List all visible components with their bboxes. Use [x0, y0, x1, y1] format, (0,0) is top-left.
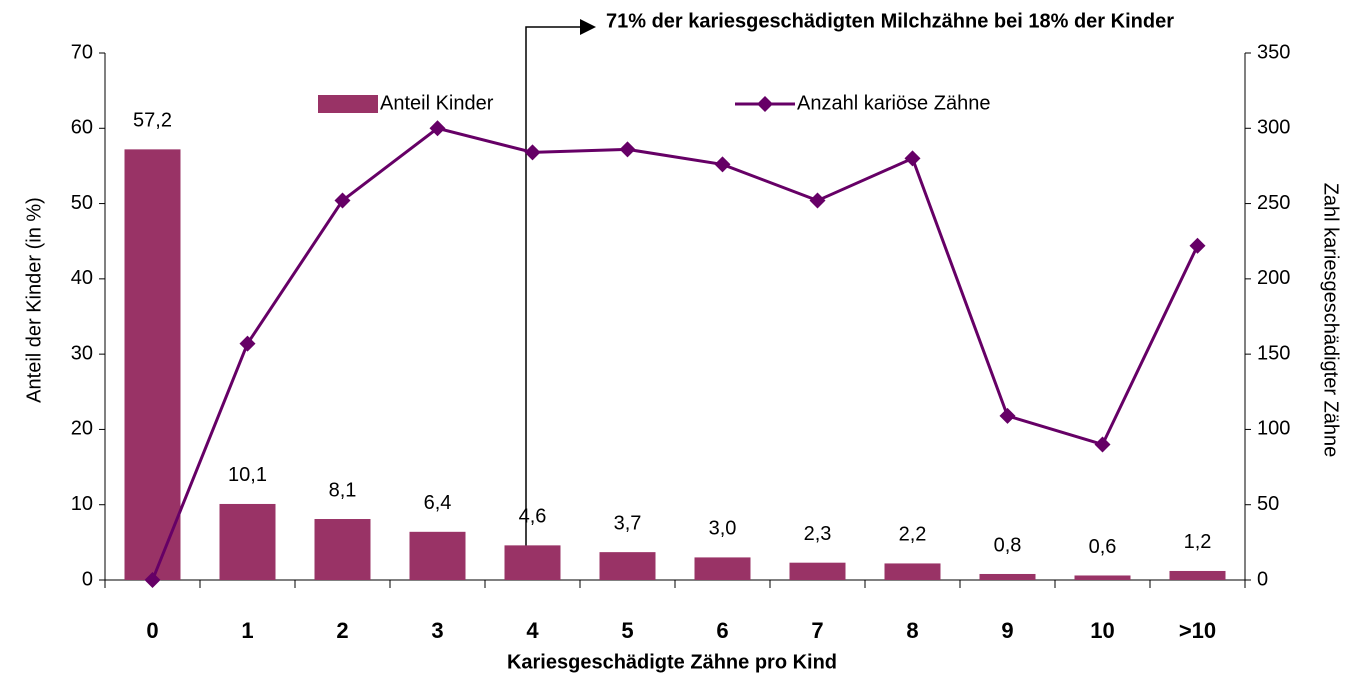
y-axis-title: Anteil der Kinder (in %): [23, 197, 45, 403]
x-tick-label: 10: [1090, 618, 1114, 643]
y-tick-label: 0: [82, 568, 93, 590]
bar: [884, 563, 941, 580]
value-label: 8,1: [329, 479, 357, 501]
y-tick-label: 20: [71, 418, 93, 440]
y2-tick-label: 350: [1257, 41, 1290, 63]
y-tick-label: 50: [71, 192, 93, 214]
marker: [1189, 237, 1206, 254]
marker: [524, 144, 541, 161]
bar: [979, 573, 1036, 580]
y2-tick-label: 300: [1257, 117, 1290, 139]
marker: [619, 141, 636, 158]
value-label: 0,6: [1089, 536, 1117, 558]
y-tick-label: 60: [71, 117, 93, 139]
y2-tick-label: 200: [1257, 267, 1290, 289]
bar: [789, 562, 846, 580]
line: [151, 126, 1199, 581]
value-label: 0,8: [994, 534, 1022, 556]
y2-tick-label: 250: [1257, 192, 1290, 214]
marker: [334, 192, 351, 209]
annotation-arrow: [525, 26, 590, 580]
bar: [599, 552, 656, 580]
value-label: 2,2: [899, 524, 927, 546]
x-tick-label: 0: [146, 618, 158, 643]
bar: [504, 545, 561, 580]
marker: [239, 335, 256, 352]
x-tick-label: 1: [241, 618, 253, 643]
marker: [144, 572, 161, 588]
y-tick-label: 10: [71, 493, 93, 515]
y-tick-label: 70: [71, 41, 93, 63]
y2-axis-title: Zahl kariesgeschädigter Zähne: [1320, 183, 1342, 458]
annotation: 71% der kariesgeschädigten Milchzähne be…: [606, 10, 1174, 32]
y2-tick-label: 150: [1257, 342, 1290, 364]
x-tick-label: 6: [716, 618, 728, 643]
x-tick-label: 9: [1001, 618, 1013, 643]
y2-tick-label: 100: [1257, 418, 1290, 440]
x-tick-label: 2: [336, 618, 348, 643]
legend-label: Anteil Kinder: [380, 92, 494, 114]
legend-swatch: [318, 95, 378, 113]
y-tick-label: 30: [71, 342, 93, 364]
value-label: 3,7: [614, 512, 642, 534]
x-tick-label: 5: [621, 618, 633, 643]
y2-tick-label: 50: [1257, 493, 1279, 515]
x-tick-label: 7: [811, 618, 823, 643]
bar: [694, 557, 751, 580]
value-label: 10,1: [228, 464, 267, 486]
marker: [809, 192, 826, 209]
bar: [1074, 575, 1131, 580]
value-label: 4,6: [519, 506, 547, 528]
bar: [124, 149, 181, 580]
marker: [714, 156, 731, 173]
value-label: 1,2: [1184, 531, 1212, 553]
y2-tick-label: 0: [1257, 568, 1268, 590]
bar: [409, 531, 466, 580]
x-tick-label: 3: [431, 618, 443, 643]
marker: [904, 150, 921, 167]
annotation-arrowhead: [580, 19, 596, 35]
value-label: 57,2: [133, 110, 172, 132]
value-label: 6,4: [424, 492, 452, 514]
bar: [219, 503, 276, 580]
marker: [429, 120, 446, 137]
legend-marker: [757, 96, 773, 112]
x-tick-label: >10: [1179, 618, 1216, 643]
bar: [314, 519, 371, 580]
value-label: 3,0: [709, 518, 737, 540]
legend-label: Anzahl kariöse Zähne: [797, 92, 990, 114]
x-tick-label: 4: [526, 618, 539, 643]
x-tick-label: 8: [906, 618, 918, 643]
y-tick-label: 40: [71, 267, 93, 289]
value-label: 2,3: [804, 523, 832, 545]
bar: [1169, 570, 1226, 580]
x-axis-title: Kariesgeschädigte Zähne pro Kind: [507, 651, 837, 673]
marker: [1094, 436, 1111, 453]
marker: [999, 407, 1016, 424]
